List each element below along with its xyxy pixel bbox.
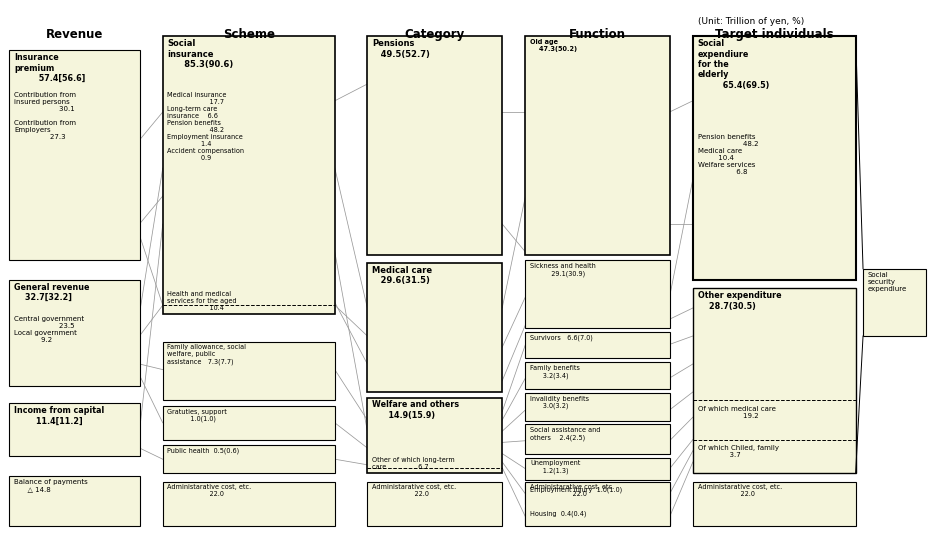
Text: Welfare and others
      14.9(15.9): Welfare and others 14.9(15.9): [372, 400, 459, 420]
FancyBboxPatch shape: [525, 507, 670, 525]
FancyBboxPatch shape: [525, 393, 670, 421]
Text: Survivors   6.6(7.0): Survivors 6.6(7.0): [530, 334, 592, 341]
Text: Public health  0.5(0.6): Public health 0.5(0.6): [167, 448, 240, 455]
Text: Medical insurance
                    17.7
Long-term care
insurance    6.6
Pensi: Medical insurance 17.7 Long-term care in…: [167, 92, 245, 161]
Text: Gratuties, support
           1.0(1.0): Gratuties, support 1.0(1.0): [167, 409, 227, 422]
Text: Other of which long-term
care               6.7: Other of which long-term care 6.7: [372, 458, 455, 470]
Text: Family benefits
      3.2(3.4): Family benefits 3.2(3.4): [530, 365, 580, 379]
FancyBboxPatch shape: [525, 36, 670, 255]
Text: Scheme: Scheme: [223, 28, 274, 41]
Text: Other expenditure
    28.7(30.5): Other expenditure 28.7(30.5): [698, 291, 781, 311]
Text: Unemployment
      1.2(1.3): Unemployment 1.2(1.3): [530, 460, 580, 474]
Text: Revenue: Revenue: [46, 28, 103, 41]
Text: Balance of payments
      △ 14.8: Balance of payments △ 14.8: [14, 479, 87, 492]
FancyBboxPatch shape: [163, 406, 335, 440]
FancyBboxPatch shape: [163, 36, 335, 314]
Text: Administarative cost, etc.
                    22.0: Administarative cost, etc. 22.0: [530, 484, 615, 497]
Text: Pensions
   49.5(52.7): Pensions 49.5(52.7): [372, 39, 430, 59]
Text: Employment injury  1.0(1.0): Employment injury 1.0(1.0): [530, 487, 622, 493]
FancyBboxPatch shape: [525, 260, 670, 328]
Text: Family allowance, social
welfare, public
assistance   7.3(7.7): Family allowance, social welfare, public…: [167, 344, 246, 365]
FancyBboxPatch shape: [367, 36, 502, 255]
Text: Old age
    47.3(50.2): Old age 47.3(50.2): [530, 39, 578, 52]
FancyBboxPatch shape: [9, 403, 140, 456]
Text: Target individuals: Target individuals: [715, 28, 833, 41]
Text: Invalidity benefits
      3.0(3.2): Invalidity benefits 3.0(3.2): [530, 396, 589, 409]
Text: Administarative cost, etc.
                    22.0: Administarative cost, etc. 22.0: [372, 484, 457, 497]
FancyBboxPatch shape: [693, 482, 856, 526]
Text: Pension benefits
                    48.2
Medical care
         10.4
Welfare ser: Pension benefits 48.2 Medical care 10.4 …: [698, 134, 758, 175]
FancyBboxPatch shape: [163, 342, 335, 400]
FancyBboxPatch shape: [693, 288, 856, 473]
Text: Housing  0.4(0.4): Housing 0.4(0.4): [530, 510, 587, 517]
Text: Medical care
   29.6(31.5): Medical care 29.6(31.5): [372, 266, 432, 286]
Text: Category: Category: [405, 28, 465, 41]
Text: General revenue
    32.7[32.2]: General revenue 32.7[32.2]: [14, 283, 89, 302]
Text: Of which medical care
                    19.2: Of which medical care 19.2: [698, 406, 776, 419]
Text: (Unit: Trillion of yen, %): (Unit: Trillion of yen, %): [698, 17, 804, 26]
FancyBboxPatch shape: [9, 50, 140, 260]
FancyBboxPatch shape: [367, 398, 502, 473]
FancyBboxPatch shape: [525, 332, 670, 358]
FancyBboxPatch shape: [525, 458, 670, 480]
FancyBboxPatch shape: [525, 362, 670, 389]
FancyBboxPatch shape: [163, 445, 335, 473]
FancyBboxPatch shape: [163, 482, 335, 526]
FancyBboxPatch shape: [693, 36, 856, 280]
Text: Central government
                    23.5
Local government
            9.2: Central government 23.5 Local government…: [14, 316, 84, 343]
Text: Social assistance and
others    2.4(2.5): Social assistance and others 2.4(2.5): [530, 427, 601, 441]
Text: Social
insurance
      85.3(90.6): Social insurance 85.3(90.6): [167, 39, 233, 69]
FancyBboxPatch shape: [525, 424, 670, 454]
Text: Social
expendiure
for the
elderly
         65.4(69.5): Social expendiure for the elderly 65.4(6…: [698, 39, 769, 90]
Text: Insurance
premium
         57.4[56.6]: Insurance premium 57.4[56.6]: [14, 53, 86, 83]
Text: Administarative cost, etc.
                    22.0: Administarative cost, etc. 22.0: [167, 484, 252, 497]
FancyBboxPatch shape: [367, 263, 502, 392]
FancyBboxPatch shape: [863, 269, 926, 336]
FancyBboxPatch shape: [9, 280, 140, 386]
FancyBboxPatch shape: [525, 482, 670, 526]
FancyBboxPatch shape: [9, 476, 140, 526]
Text: Social
security
expendiure: Social security expendiure: [868, 272, 907, 292]
Text: Health and medical
services for the aged
                    10.4: Health and medical services for the aged…: [167, 291, 237, 311]
Text: Income from capital
        11.4[11.2]: Income from capital 11.4[11.2]: [14, 406, 104, 426]
Text: Administarative cost, etc.
                    22.0: Administarative cost, etc. 22.0: [698, 484, 782, 497]
FancyBboxPatch shape: [367, 482, 502, 526]
Text: Sickness and health
          29.1(30.9): Sickness and health 29.1(30.9): [530, 263, 596, 277]
Text: Function: Function: [569, 28, 626, 41]
Text: Of which Chiled, family
              3.7: Of which Chiled, family 3.7: [698, 445, 778, 458]
Text: Contribution from
insured persons
                    30.1

Contribution from
Em: Contribution from insured persons 30.1 C…: [14, 92, 76, 141]
FancyBboxPatch shape: [525, 484, 670, 504]
